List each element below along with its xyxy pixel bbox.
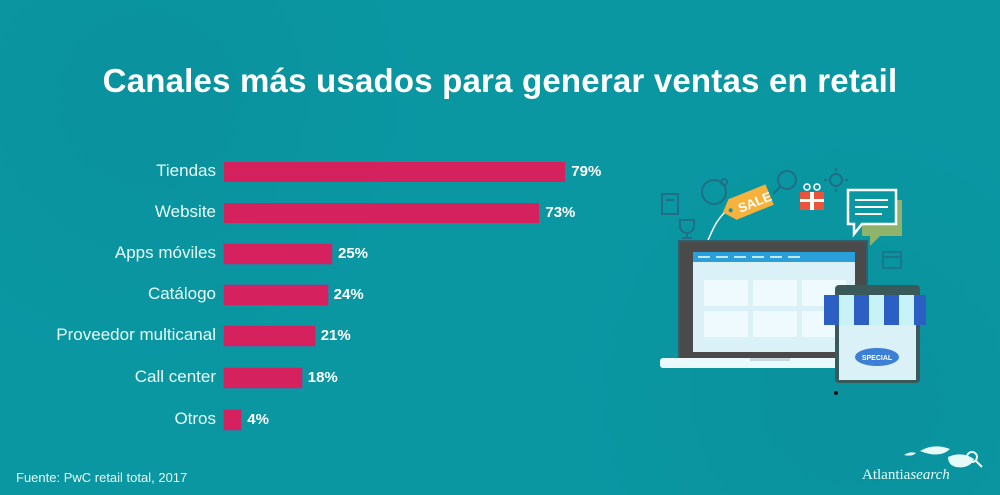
bar (224, 244, 332, 264)
bar-row: Otros 4% (0, 409, 640, 430)
bar-label: Otros (174, 409, 216, 428)
chat-bubble-icon (846, 188, 902, 246)
bar-value: 79% (571, 163, 602, 180)
bar-row: Apps móviles 25% (0, 243, 640, 264)
bar-value: 25% (338, 245, 369, 262)
bar-row: Website 73% (0, 202, 640, 223)
atlantia-search-logo: Atlantiasearch (862, 445, 992, 490)
bar (224, 410, 242, 430)
gift-icon (800, 183, 824, 210)
bar-row: Tiendas 79% (0, 161, 640, 182)
bar-row: Proveedor multicanal 21% (0, 325, 640, 346)
svg-text:SPECIAL: SPECIAL (862, 355, 893, 362)
bar-label: Catálogo (147, 284, 216, 303)
bar-label: Call center (134, 367, 216, 386)
bar-value: 73% (545, 204, 576, 221)
bar (224, 326, 315, 346)
logo-text: Atlantiasearch (862, 467, 950, 483)
bar (224, 203, 540, 223)
chart-title: Canales más usados para generar ventas e… (102, 62, 898, 99)
bar (224, 285, 328, 305)
bar-label: Apps móviles (114, 243, 216, 262)
logo-map-icon (904, 446, 983, 468)
bar-value: 21% (320, 327, 351, 344)
bar-row: Catálogo 24% (0, 284, 640, 305)
bar-label: Proveedor multicanal (56, 325, 216, 344)
book-icon (661, 193, 679, 215)
bar-value: 4% (247, 411, 269, 428)
storefront-icon: SPECIAL (824, 285, 926, 383)
trophy-icon (679, 219, 695, 239)
bar-label: Website (154, 202, 216, 221)
calendar-icon (882, 251, 902, 269)
bar (224, 368, 302, 388)
bar-chart: Tiendas 79% Website 73% Apps móviles 25% Catál… (0, 161, 640, 430)
bar-value: 18% (307, 369, 338, 386)
bar-row: Call center 18% (0, 367, 640, 388)
sale-tag-icon: SALE (707, 184, 774, 241)
retail-illustration: SALE (640, 160, 960, 410)
sun-icon (824, 168, 848, 192)
bar (224, 162, 566, 182)
bar-label: Tiendas (156, 161, 216, 180)
magnifier-icon (772, 170, 797, 195)
globe-icon (701, 178, 728, 205)
source-footer: Fuente: PwC retail total, 2017 (16, 470, 188, 485)
illustration-svg: SALE (660, 168, 926, 395)
bar-value: 24% (333, 286, 364, 303)
